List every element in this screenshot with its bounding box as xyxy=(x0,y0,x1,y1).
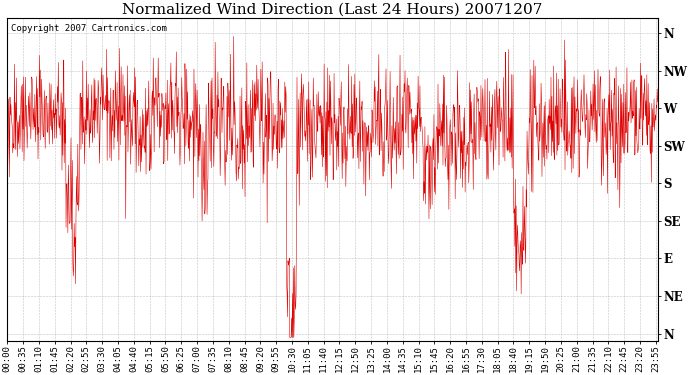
Title: Normalized Wind Direction (Last 24 Hours) 20071207: Normalized Wind Direction (Last 24 Hours… xyxy=(122,3,542,17)
Text: Copyright 2007 Cartronics.com: Copyright 2007 Cartronics.com xyxy=(10,24,166,33)
